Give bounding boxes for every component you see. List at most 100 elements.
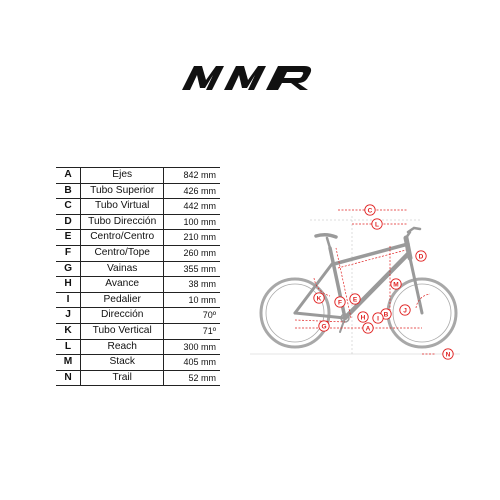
- marker-n: N: [442, 348, 454, 360]
- row-value: 71º: [163, 323, 220, 340]
- row-key: J: [56, 307, 82, 324]
- row-value: 426 mm: [163, 183, 220, 200]
- logo-letter-m1: [182, 66, 224, 90]
- logo-letter-m2: [224, 66, 266, 90]
- marker-c: C: [364, 204, 376, 216]
- rear-wheel: [259, 277, 331, 349]
- row-name: Avance: [80, 276, 165, 293]
- chainstay: [293, 311, 347, 320]
- top-tube: [332, 242, 410, 266]
- geometry-row-g: G Vainas 355 mm: [56, 261, 220, 278]
- marker-l: L: [371, 218, 383, 230]
- geometry-row-l: L Reach 300 mm: [56, 339, 220, 356]
- row-name: Pedalier: [80, 292, 165, 309]
- marker-e-circle: [349, 293, 361, 305]
- row-key: I: [56, 292, 82, 309]
- measure-seat-angle: [313, 277, 331, 297]
- marker-c-circle: [364, 204, 376, 216]
- geometry-row-e: E Centro/Centro 210 mm: [56, 229, 220, 246]
- marker-g-label: G: [321, 324, 326, 331]
- rear-tire: [259, 277, 331, 349]
- marker-m-circle: [390, 278, 402, 290]
- down-tube: [342, 251, 411, 321]
- marker-d: D: [415, 250, 427, 262]
- marker-b-label: B: [384, 312, 389, 319]
- row-name: Centro/Centro: [80, 229, 165, 246]
- row-key: D: [56, 214, 82, 231]
- row-name: Trail: [80, 370, 165, 387]
- measure-top-tube: [337, 249, 407, 269]
- marker-j-label: J: [403, 308, 407, 315]
- row-key: E: [56, 229, 82, 246]
- measure-chainstay: [294, 319, 346, 323]
- bike-geometry-diagram: A B C D E F G H I J K L M N: [250, 204, 460, 360]
- row-value: 210 mm: [163, 229, 220, 246]
- marker-h-circle: [357, 311, 369, 323]
- seatpost: [325, 236, 332, 250]
- row-key: H: [56, 276, 82, 293]
- marker-k-label: K: [317, 296, 322, 303]
- fork: [408, 256, 424, 315]
- marker-a-label: A: [366, 326, 371, 333]
- marker-g: G: [318, 320, 330, 332]
- marker-n-circle: [442, 348, 454, 360]
- marker-f-circle: [334, 296, 346, 308]
- row-key: G: [56, 261, 82, 278]
- geometry-row-a: A Ejes 842 mm: [56, 167, 220, 184]
- marker-g-circle: [318, 320, 330, 332]
- row-key: L: [56, 339, 82, 356]
- geometry-row-c: C Tubo Virtual 442 mm: [56, 198, 220, 215]
- row-value: 355 mm: [163, 261, 220, 278]
- row-name: Tubo Superior: [80, 183, 165, 200]
- marker-m-label: M: [393, 282, 398, 289]
- geometry-row-f: F Centro/Tope 260 mm: [56, 245, 220, 262]
- seat-tube: [328, 246, 347, 320]
- row-name: Ejes: [80, 167, 165, 184]
- geometry-row-k: K Tubo Vertical 71º: [56, 323, 220, 340]
- handlebar: [406, 226, 422, 234]
- row-value: 842 mm: [163, 167, 220, 184]
- row-value: 70º: [163, 307, 220, 324]
- crank: [339, 317, 346, 333]
- geometry-row-h: H Avance 38 mm: [56, 276, 220, 293]
- row-value: 300 mm: [163, 339, 220, 356]
- geometry-row-m: M Stack 405 mm: [56, 354, 220, 371]
- head-tube: [403, 235, 413, 261]
- marker-h: H: [357, 311, 369, 323]
- marker-a-circle: [362, 322, 374, 334]
- marker-k-circle: [313, 292, 325, 304]
- front-rim: [392, 283, 452, 343]
- row-name: Centro/Tope: [80, 245, 165, 262]
- mmr-logo: [182, 66, 312, 90]
- rear-rim: [265, 283, 325, 343]
- row-name: Dirección: [80, 307, 165, 324]
- marker-f: F: [334, 296, 346, 308]
- row-name: Reach: [80, 339, 165, 356]
- marker-e-label: E: [353, 297, 358, 304]
- row-name: Tubo Virtual: [80, 198, 165, 215]
- row-key: F: [56, 245, 82, 262]
- marker-n-label: N: [446, 352, 451, 359]
- row-value: 442 mm: [163, 198, 220, 215]
- geometry-row-j: J Dirección 70º: [56, 307, 220, 324]
- row-name: Tubo Vertical: [80, 323, 165, 340]
- marker-i: I: [372, 312, 384, 324]
- geometry-row-i: I Pedalier 10 mm: [56, 292, 220, 309]
- seatstay: [293, 262, 334, 315]
- row-key: A: [56, 167, 82, 184]
- row-key: M: [56, 354, 82, 371]
- row-value: 405 mm: [163, 354, 220, 371]
- marker-e: E: [349, 293, 361, 305]
- geometry-row-n: N Trail 52 mm: [56, 370, 220, 387]
- marker-i-circle: [372, 312, 384, 324]
- marker-d-label: D: [419, 254, 424, 261]
- measure-seat-tube: [335, 247, 352, 319]
- frame: [293, 226, 424, 333]
- row-value: 260 mm: [163, 245, 220, 262]
- logo-letter-r: [266, 66, 312, 90]
- marker-d-circle: [415, 250, 427, 262]
- marker-l-label: L: [375, 222, 379, 229]
- marker-h-label: H: [361, 315, 366, 322]
- marker-j: J: [399, 304, 411, 316]
- row-name: Vainas: [80, 261, 165, 278]
